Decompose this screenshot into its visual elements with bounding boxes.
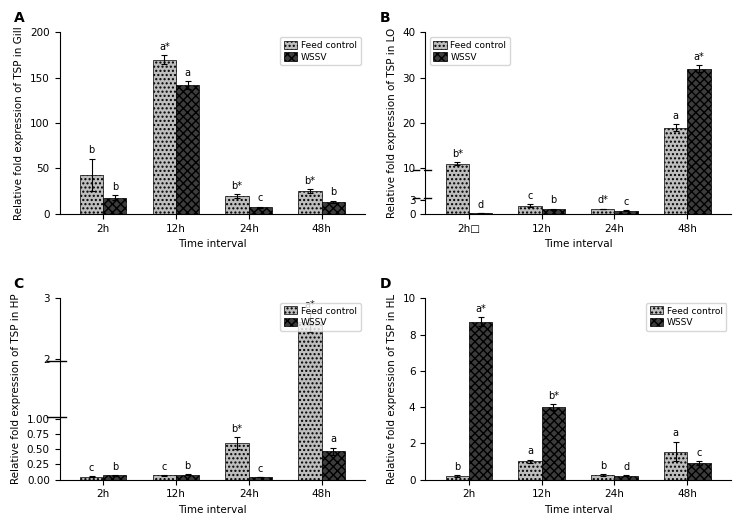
Text: b: b (185, 461, 191, 471)
X-axis label: Time interval: Time interval (178, 239, 246, 249)
Text: b: b (550, 195, 556, 205)
Text: b: b (88, 145, 95, 155)
Bar (153, 476, 176, 480)
Legend: Feed control, WSSV: Feed control, WSSV (280, 37, 361, 65)
Bar (519, 206, 542, 214)
Bar (591, 209, 614, 214)
Text: C: C (13, 277, 24, 291)
Bar (687, 69, 711, 214)
Legend: Feed control, WSSV: Feed control, WSSV (280, 303, 361, 331)
Bar (226, 196, 249, 214)
Text: a: a (330, 434, 336, 444)
Text: b*: b* (232, 180, 243, 190)
Bar (176, 85, 200, 214)
Bar (103, 476, 126, 480)
Legend: Feed control, WSSV: Feed control, WSSV (646, 303, 726, 331)
Bar (153, 59, 176, 214)
Text: b: b (600, 461, 606, 471)
Bar (80, 175, 103, 214)
Bar (298, 322, 321, 480)
Bar (249, 477, 272, 480)
Bar (664, 451, 687, 480)
Text: b*: b* (548, 391, 559, 401)
Bar (298, 191, 321, 214)
Bar (519, 461, 542, 480)
Text: b*: b* (452, 149, 463, 159)
X-axis label: Time interval: Time interval (544, 505, 612, 515)
Text: c: c (528, 191, 533, 201)
Bar (469, 322, 492, 480)
Text: c: c (89, 463, 94, 473)
Y-axis label: Relative fold expression of TSP in Gill: Relative fold expression of TSP in Gill (15, 26, 24, 220)
Bar (687, 463, 711, 480)
Bar (542, 209, 565, 214)
X-axis label: Time interval: Time interval (178, 505, 246, 515)
Text: a*: a* (304, 300, 315, 310)
Bar (542, 407, 565, 480)
Text: b: b (330, 187, 336, 197)
Legend: Feed control, WSSV: Feed control, WSSV (430, 37, 510, 65)
Text: a*: a* (159, 42, 170, 52)
Bar (591, 475, 614, 480)
Text: b*: b* (232, 424, 243, 434)
Bar (614, 210, 637, 214)
Bar (321, 202, 345, 214)
Bar (664, 128, 687, 214)
Text: d*: d* (597, 195, 608, 205)
Bar (176, 475, 200, 480)
Bar (446, 164, 469, 214)
Text: b: b (112, 181, 118, 191)
Text: b: b (454, 462, 460, 472)
Y-axis label: Relative fold expression of TSP in HL: Relative fold expression of TSP in HL (387, 294, 397, 484)
Text: a: a (527, 447, 533, 457)
Bar (249, 207, 272, 214)
Text: D: D (379, 277, 391, 291)
Text: c: c (696, 448, 701, 458)
Bar (226, 443, 249, 480)
Text: d: d (623, 462, 629, 472)
Text: a: a (185, 68, 191, 78)
Text: d: d (477, 200, 484, 210)
Y-axis label: Relative fold expression of TSP in LO: Relative fold expression of TSP in LO (387, 28, 397, 218)
Y-axis label: Relative fold expression of TSP in HP: Relative fold expression of TSP in HP (11, 294, 21, 484)
Bar (446, 476, 469, 480)
Text: a*: a* (475, 304, 486, 314)
Bar (103, 197, 126, 214)
Text: B: B (379, 11, 390, 25)
Bar (614, 476, 637, 480)
Text: a: a (672, 111, 679, 121)
Bar (469, 213, 492, 214)
Text: a: a (672, 428, 679, 438)
Text: a*: a* (694, 52, 704, 62)
Text: c: c (162, 461, 167, 471)
Text: c: c (257, 194, 263, 204)
Text: A: A (13, 11, 24, 25)
Text: b*: b* (304, 176, 315, 186)
Text: b: b (112, 461, 118, 471)
Bar (80, 477, 103, 480)
Text: c: c (257, 463, 263, 473)
Bar (321, 451, 345, 480)
Text: c: c (623, 197, 628, 207)
X-axis label: Time interval: Time interval (544, 239, 612, 249)
